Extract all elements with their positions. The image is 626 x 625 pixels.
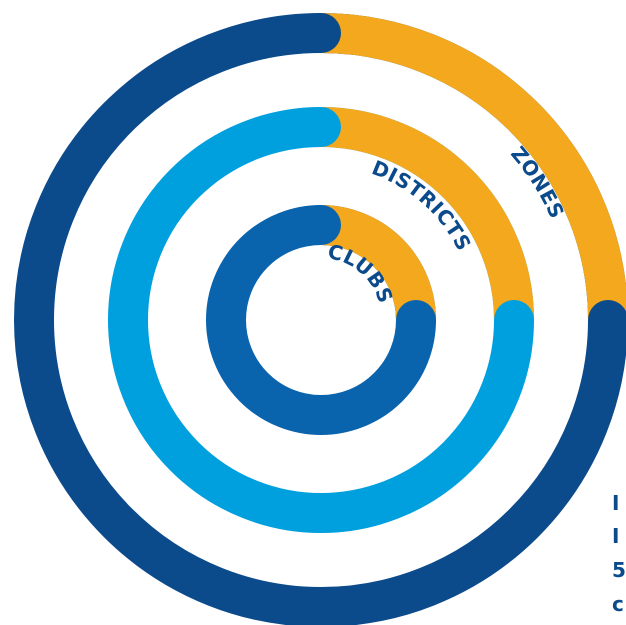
middle-ring-segment (320, 107, 534, 321)
inner-ring-cap-end (396, 300, 436, 340)
outer-ring-cap-end (588, 300, 626, 340)
outer-ring-cap-start (301, 13, 341, 53)
edge-text-line-3: 5 (612, 560, 626, 580)
inner-ring-cap-start (301, 205, 341, 245)
middle-ring-cap-start (301, 107, 341, 147)
outer-ring-segment (320, 13, 626, 321)
edge-text-line-2: I (612, 526, 620, 546)
edge-text-line-4: c (612, 594, 624, 614)
edge-text-line-1: I (612, 493, 620, 513)
middle-ring-cap-end (494, 300, 534, 340)
